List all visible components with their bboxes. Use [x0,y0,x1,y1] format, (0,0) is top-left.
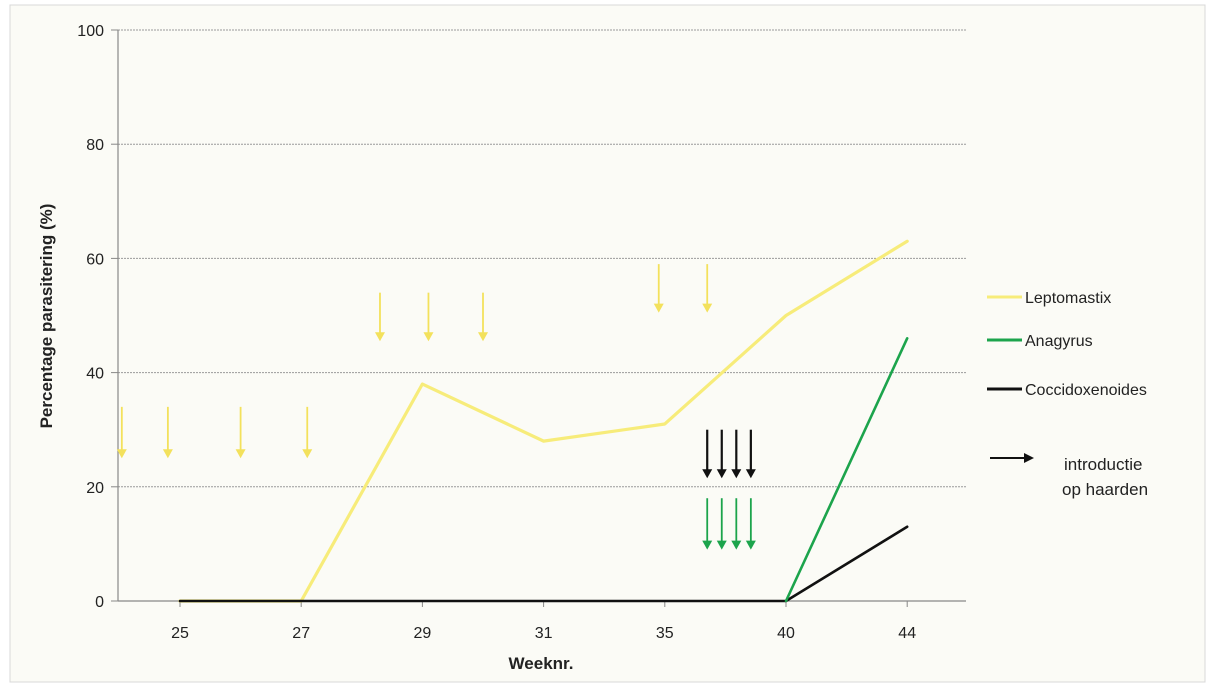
y-tick-label: 40 [86,366,104,383]
intro-arrow-8-head [702,303,713,313]
legend-label-coccidoxenoides: Coccidoxenoides [1025,382,1147,399]
intro-arrow-12-head [745,469,756,479]
intro-arrow-4-head [374,332,385,342]
intro-arrow-1-head [162,449,173,459]
intro-arrow-9-head [702,469,713,479]
chart-area [9,4,1206,683]
intro-arrow-10-head [716,469,727,479]
y-axis-label: Percentage parasitering (%) [37,204,56,429]
legend-label-leptomastix: Leptomastix [1025,290,1111,307]
x-tick-label: 25 [171,625,189,642]
intro-arrow-2-head [235,449,246,459]
intro-arrow-3-head [302,449,313,459]
intro-arrow-5-head [423,332,434,342]
x-tick-label: 31 [535,625,553,642]
legend-introductie-line2: op haarden [1062,480,1148,499]
intro-arrow-6-head [478,332,488,342]
y-tick-label: 20 [86,480,104,497]
intro-arrow-16-head [745,540,756,550]
series-lines [178,239,909,603]
x-tick-label: 27 [292,625,310,642]
intro-arrow-11-head [731,469,742,479]
y-tick-label: 0 [95,594,104,611]
series-line-anagyrus [784,337,909,603]
intro-arrow-7-head [653,303,664,313]
legend-introductie-line1: introductie [1064,455,1142,474]
x-tick-label: 35 [656,625,674,642]
intro-arrow-15-head [731,540,742,550]
x-tick-label: 29 [414,625,432,642]
y-tick-label: 100 [77,23,104,40]
intro-arrow-13-head [702,540,713,550]
x-tick-label: 40 [777,625,795,642]
x-axis-label: Weeknr. [509,654,574,673]
gridlines [118,29,966,488]
legend-label-anagyrus: Anagyrus [1025,333,1093,350]
intro-arrow-14-head [716,540,727,550]
y-tick-label: 60 [86,251,104,268]
x-axis-ticks: 25 27 29 31 35 40 44 [171,601,916,642]
y-tick-label: 80 [86,137,104,154]
x-tick-label: 44 [898,625,916,642]
y-axis-ticks: 0 20 40 60 80 100 [77,23,118,611]
legend-arrow-head [1024,453,1034,463]
intro-arrow-0-head [116,449,127,459]
legend: Leptomastix Anagyrus Coccidoxenoides introd… [987,290,1148,499]
introduction-arrows [116,264,756,550]
